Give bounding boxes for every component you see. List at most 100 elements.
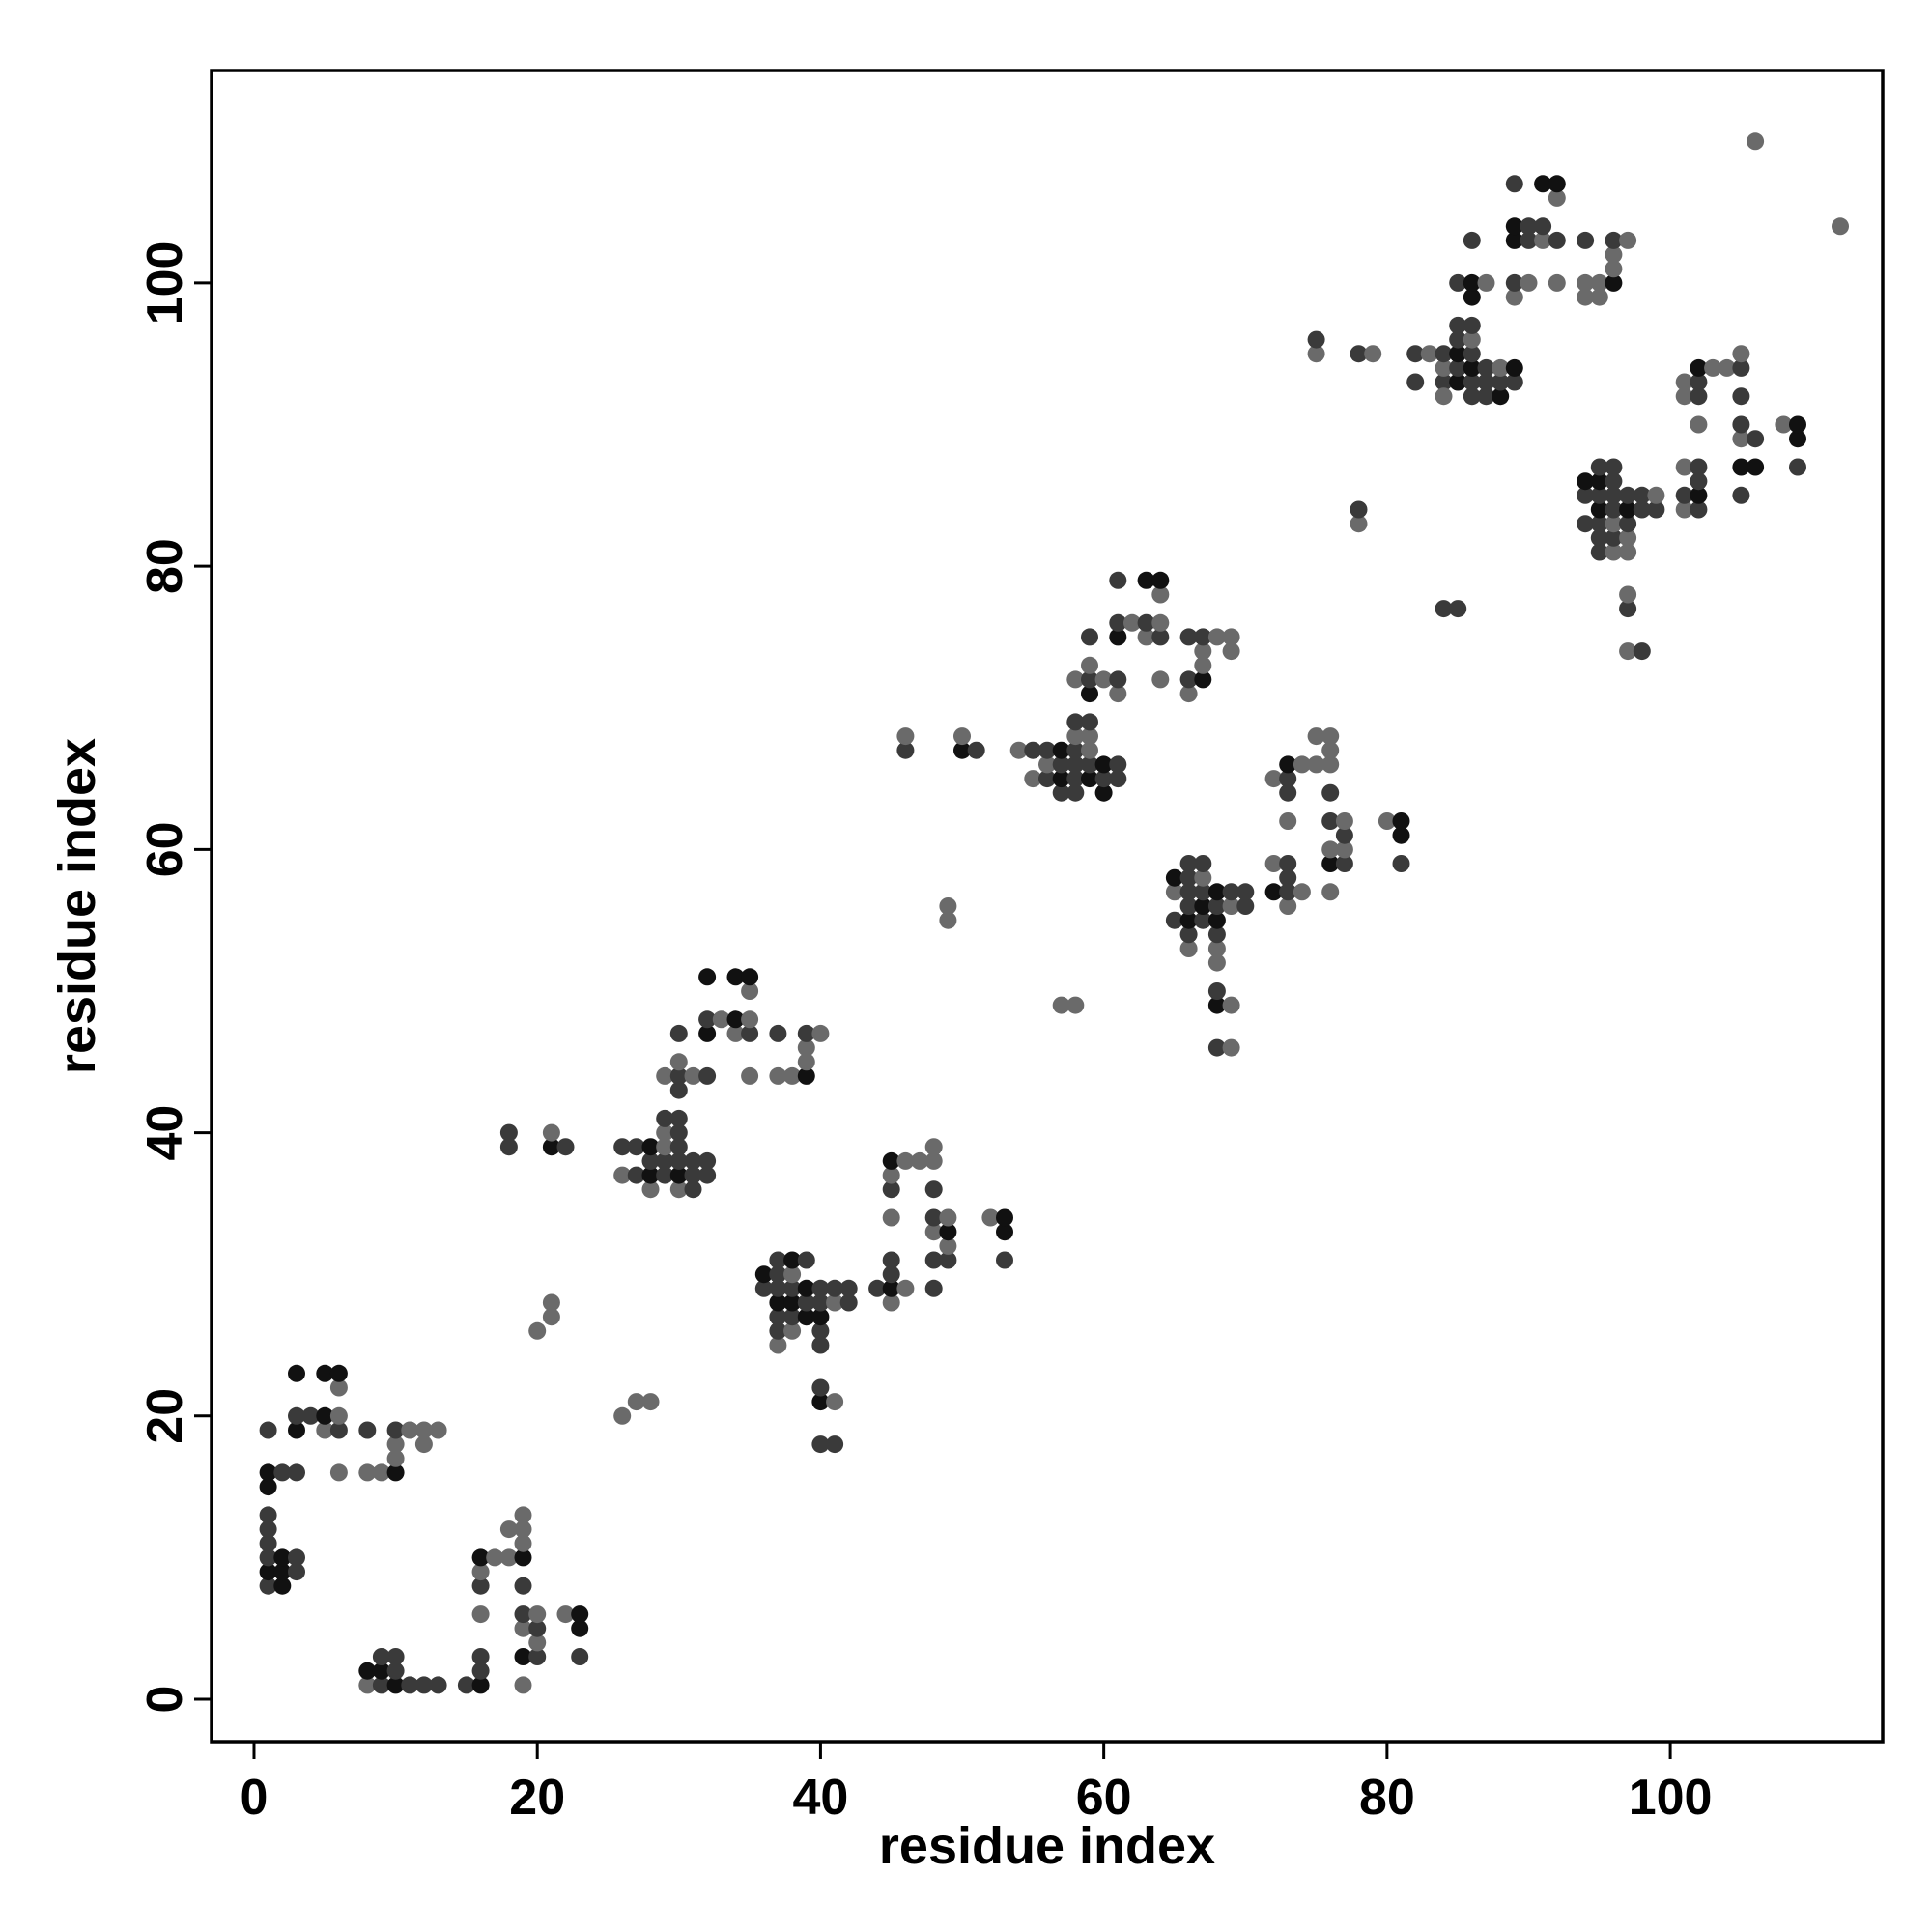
data-point-145: [783, 1293, 802, 1312]
data-point-422: [1675, 458, 1693, 476]
data-point-157: [797, 1024, 815, 1042]
data-point-18: [288, 1364, 305, 1382]
data-point-339: [1435, 345, 1453, 363]
data-point-126: [726, 968, 745, 986]
data-point-0: [259, 1577, 277, 1595]
data-point-203: [981, 1208, 1000, 1227]
data-point-299: [1279, 883, 1297, 901]
data-point-275: [1194, 642, 1212, 661]
data-point-297: [1264, 770, 1283, 788]
data-point-440: [1732, 358, 1750, 377]
data-point-79: [542, 1138, 560, 1156]
data-point-142: [769, 1251, 787, 1269]
data-point-301: [1279, 855, 1297, 872]
data-point-419: [1647, 486, 1665, 504]
data-point-266: [1179, 670, 1198, 689]
data-point-428: [1690, 458, 1708, 476]
data-point-269: [1194, 897, 1212, 915]
data-point-401: [1605, 458, 1623, 476]
data-point-276: [1194, 628, 1212, 646]
data-point-134: [769, 1066, 787, 1085]
x-tick-label-100: 100: [1629, 1770, 1713, 1826]
data-point-374: [1534, 217, 1552, 236]
data-point-35: [372, 1463, 390, 1482]
data-point-439: [1732, 387, 1750, 406]
data-point-379: [1548, 175, 1566, 193]
data-point-39: [386, 1463, 405, 1482]
data-point-402: [1605, 273, 1623, 292]
data-point-300: [1279, 868, 1297, 887]
data-point-107: [669, 1123, 688, 1142]
data-point-239: [1109, 770, 1127, 788]
data-point-303: [1279, 783, 1297, 802]
data-point-116: [684, 1066, 702, 1085]
data-point-351: [1463, 330, 1481, 349]
data-point-260: [1179, 911, 1198, 929]
data-point-105: [669, 1151, 688, 1170]
data-point-279: [1208, 982, 1226, 1000]
data-point-343: [1449, 345, 1467, 363]
data-point-77: [542, 1308, 560, 1326]
data-point-5: [259, 1506, 277, 1524]
data-point-182: [896, 1279, 915, 1297]
data-point-110: [669, 1066, 688, 1085]
data-point-333: [1406, 345, 1425, 363]
data-point-389: [1590, 500, 1608, 519]
data-point-129: [741, 1010, 759, 1029]
data-point-52: [471, 1662, 490, 1680]
x-tick-label-0: 0: [241, 1770, 269, 1826]
data-point-149: [783, 1066, 802, 1085]
data-point-34: [372, 1648, 390, 1665]
data-point-342: [1449, 358, 1467, 377]
data-point-36: [386, 1676, 405, 1694]
data-point-424: [1675, 373, 1693, 391]
data-point-32: [372, 1676, 390, 1694]
y-tick-label-40: 40: [137, 1105, 193, 1161]
data-point-420: [1675, 500, 1693, 519]
x-tick-label-40: 40: [793, 1770, 849, 1826]
data-point-425: [1690, 500, 1708, 519]
data-point-56: [471, 1563, 490, 1581]
data-point-310: [1307, 345, 1325, 363]
data-point-355: [1463, 231, 1481, 249]
data-point-362: [1492, 358, 1510, 377]
data-point-178: [882, 1208, 900, 1227]
data-points-layer: [259, 132, 1849, 1694]
data-point-304: [1279, 770, 1297, 788]
y-axis-title: residue index: [48, 738, 106, 1074]
data-point-409: [1619, 543, 1637, 561]
data-point-375: [1534, 175, 1552, 193]
data-point-349: [1463, 358, 1481, 377]
data-point-43: [401, 1676, 419, 1694]
data-point-69: [514, 1534, 532, 1552]
data-point-381: [1577, 486, 1595, 504]
data-point-119: [698, 1066, 717, 1085]
data-point-447: [1789, 430, 1806, 448]
data-point-65: [514, 1619, 532, 1637]
data-point-132: [754, 1279, 773, 1297]
data-point-91: [627, 1138, 645, 1156]
data-point-286: [1208, 628, 1226, 646]
data-point-163: [811, 1435, 830, 1454]
data-point-50: [457, 1676, 475, 1694]
data-point-385: [1577, 231, 1595, 249]
data-point-255: [1165, 911, 1183, 929]
data-point-296: [1264, 855, 1283, 872]
data-point-254: [1151, 571, 1170, 589]
data-point-384: [1577, 273, 1595, 292]
data-point-88: [613, 1138, 632, 1156]
data-point-316: [1321, 783, 1340, 802]
data-point-372: [1520, 217, 1538, 236]
data-point-6: [259, 1478, 277, 1496]
x-axis-title: residue index: [879, 1817, 1215, 1875]
data-point-335: [1435, 600, 1453, 618]
data-point-172: [839, 1279, 858, 1297]
data-point-195: [939, 1236, 957, 1255]
data-point-378: [1548, 188, 1566, 207]
data-point-115: [684, 1151, 702, 1170]
data-point-10: [273, 1563, 292, 1581]
data-point-198: [939, 911, 957, 929]
data-point-136: [769, 1336, 787, 1354]
data-point-2: [259, 1548, 277, 1567]
y-tick-label-60: 60: [137, 821, 193, 877]
